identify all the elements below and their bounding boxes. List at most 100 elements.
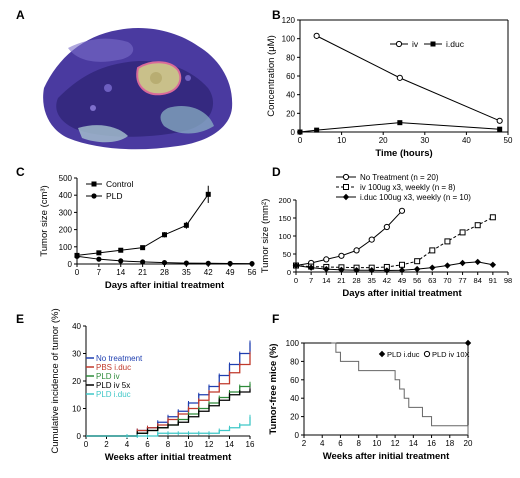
y-tick-label: 100 — [286, 339, 300, 348]
chart-d: 0 7 14 21 28 35 42 49 56 63 70 77 84 91 98 0 50 100 150 200… — [260, 173, 512, 299]
data-point — [353, 247, 360, 254]
x-tick-label: 12 — [391, 439, 400, 448]
legend-label-pld-iv: PLD iv 10X — [432, 350, 470, 359]
legend-label-pld-iv-5x: PLD iv 5x — [96, 381, 130, 390]
x-tick-label: 20 — [464, 439, 473, 448]
x-tick-label: 0 — [75, 268, 80, 277]
x-tick-label: 42 — [383, 276, 391, 285]
x-tick-label: 14 — [322, 276, 330, 285]
x-tick-label: 10 — [184, 440, 193, 449]
x-tick-label: 21 — [138, 268, 147, 277]
y-tick-label: 0 — [291, 128, 296, 137]
x-tick-label: 14 — [409, 439, 418, 448]
x-tick-label: 14 — [225, 440, 234, 449]
x-tick-label: 21 — [337, 276, 345, 285]
x-tick-label: 50 — [504, 136, 513, 145]
legend-label-no-treatment: No Treatment (n = 20) — [360, 173, 439, 182]
x-tick-label: 4 — [320, 439, 325, 448]
data-point — [297, 129, 303, 135]
x-tick-label: 8 — [166, 440, 171, 449]
data-point — [399, 261, 405, 268]
data-point — [323, 256, 330, 263]
data-point — [74, 253, 80, 259]
y-tick-label: 10 — [72, 405, 81, 414]
data-point — [398, 207, 406, 214]
chart-e: 0 2 4 6 8 10 12 14 16 0 10 20 30 40 Weeks after initia… — [50, 308, 255, 463]
data-point — [497, 126, 503, 132]
panel-label-c: C — [16, 165, 25, 179]
data-point — [183, 222, 189, 228]
legend-label-iv: iv 100ug x3, weekly (n = 8) — [360, 183, 456, 192]
data-point — [444, 262, 451, 269]
x-tick-label: 40 — [462, 136, 471, 145]
data-point — [183, 260, 189, 266]
data-point — [474, 222, 481, 229]
data-point — [205, 191, 211, 197]
legend-label-iv: iv — [412, 39, 419, 49]
data-point — [353, 267, 360, 274]
x-tick-label: 7 — [309, 276, 313, 285]
legend-label-pld-iduc: PLD i.duc — [387, 350, 420, 359]
panel-label-a: A — [16, 8, 25, 22]
chart-b: 0 10 20 30 40 50 0 20 40 60 80 100 120 Time (hours) Co… — [266, 16, 513, 159]
y-tick-label: 100 — [278, 232, 291, 241]
y-tick-label: 200 — [59, 226, 73, 235]
y-tick-label: 40 — [72, 322, 81, 331]
legend-label-control: Control — [106, 179, 134, 189]
legend-marker-iduc — [430, 41, 436, 47]
data-point — [413, 265, 421, 273]
x-tick-label: 12 — [205, 440, 214, 449]
data-point — [338, 252, 345, 259]
data-point — [140, 259, 146, 265]
legend-marker-pld-iduc — [378, 350, 386, 358]
x-tick-label: 10 — [372, 439, 381, 448]
x-tick-label: 4 — [125, 440, 130, 449]
data-point — [429, 247, 436, 254]
series-line-1 — [299, 122, 500, 133]
x-tick-label: 28 — [352, 276, 360, 285]
data-point — [205, 260, 211, 266]
y-tick-label: 200 — [278, 196, 291, 205]
data-point — [161, 260, 168, 266]
legend-label-iduc: i.duc 100ug x3, weekly (n = 10) — [360, 193, 471, 202]
panel-label-e: E — [16, 312, 25, 326]
x-tick-label: 18 — [445, 439, 454, 448]
y-axis-title: Tumor-free mice (%) — [268, 343, 279, 434]
x-tick-label: 2 — [302, 439, 307, 448]
x-tick-label: 91 — [489, 276, 497, 285]
panel-label-f: F — [272, 312, 280, 326]
x-tick-label: 0 — [294, 276, 298, 285]
legend-label-pld: PLD — [106, 191, 123, 201]
data-point — [118, 247, 124, 253]
chart-f: 2 4 6 8 10 12 14 16 18 20 0 20 40 60 80 100 Weeks after … — [268, 339, 473, 462]
data-point — [140, 245, 146, 251]
y-tick-label: 100 — [282, 35, 296, 44]
data-point — [489, 261, 497, 268]
x-axis-title: Days after initial treatment — [342, 288, 462, 299]
legend-label-pld-iv: PLD iv — [96, 372, 120, 381]
y-tick-label: 20 — [286, 109, 295, 118]
legend-marker-pld — [91, 193, 97, 199]
legend-label-iduc: i.duc — [446, 39, 465, 49]
x-tick-label: 7 — [97, 268, 102, 277]
x-tick-label: 42 — [204, 268, 213, 277]
y-axis-title: Cumulative incidence of tumor (%) — [50, 308, 61, 453]
x-tick-label: 56 — [248, 268, 257, 277]
x-tick-label: 8 — [356, 439, 361, 448]
y-tick-label: 300 — [59, 208, 73, 217]
data-point — [96, 256, 102, 262]
x-tick-label: 16 — [246, 440, 255, 449]
data-point — [249, 261, 255, 267]
y-tick-label: 50 — [283, 250, 291, 259]
data-point — [496, 117, 503, 124]
data-point — [118, 258, 124, 264]
y-axis-title: Tumor size (mm²) — [260, 199, 271, 274]
x-tick-label: 6 — [145, 440, 150, 449]
histology-micrograph — [38, 18, 238, 156]
y-tick-label: 0 — [77, 432, 82, 441]
data-point — [383, 267, 391, 274]
y-axis-title: Tumor size (cm³) — [39, 185, 50, 256]
x-axis-title: Weeks after initial treatment — [323, 451, 450, 462]
data-point — [313, 32, 320, 39]
y-tick-label: 150 — [278, 214, 291, 223]
